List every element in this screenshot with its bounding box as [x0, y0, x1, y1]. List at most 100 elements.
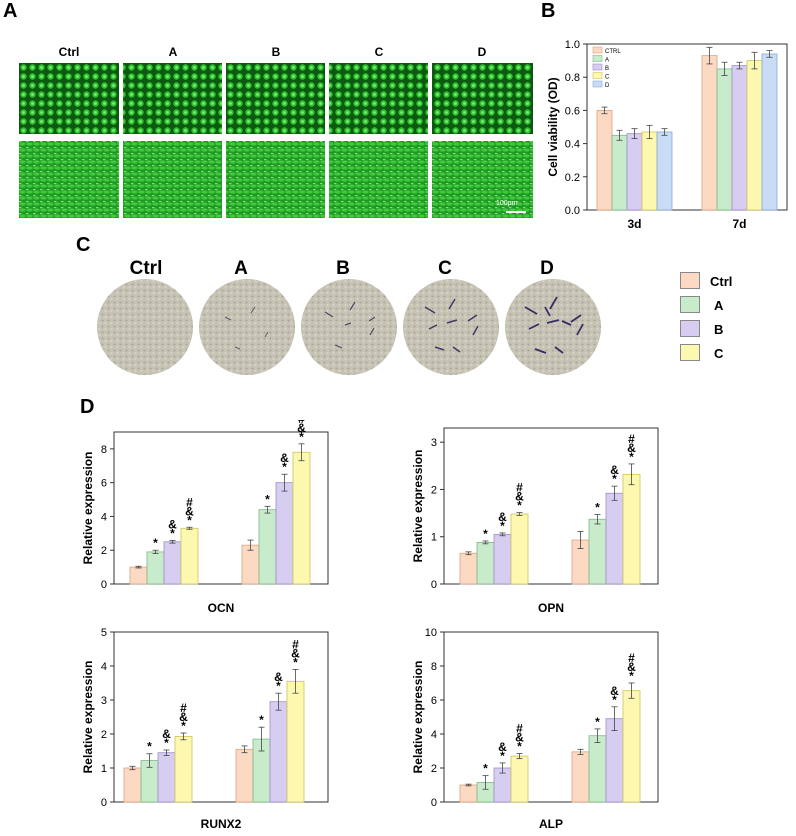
y-tick-label: 5: [101, 627, 107, 639]
significance-mark: &: [168, 517, 177, 531]
significance-mark: &: [515, 731, 524, 745]
bar-c-1: [746, 60, 763, 211]
expression-legend: Ctrl A B C: [680, 272, 750, 392]
bar-ctrl-0: [596, 110, 613, 211]
significance-mark: *: [612, 472, 617, 486]
bar-b-0: [493, 533, 512, 585]
bar-d-1: [761, 53, 778, 211]
bar-ctrl-1: [235, 748, 254, 803]
significance-mark: &: [610, 684, 619, 698]
bar-ctrl-1: [241, 544, 260, 585]
significance-mark: *: [181, 719, 186, 733]
y-tick-label: 1: [101, 763, 107, 775]
y-tick-label: 4: [101, 511, 107, 523]
bar-b-0: [157, 752, 176, 803]
significance-mark: *: [500, 519, 505, 533]
y-tick-label: 2: [101, 729, 107, 741]
x-axis-label: RUNX2: [201, 817, 242, 831]
x-axis-label: OCN: [208, 601, 235, 615]
micrograph-label-ctrl: Ctrl: [58, 45, 80, 59]
bar-ctrl-1: [701, 55, 718, 211]
y-tick-label: 0: [101, 797, 107, 809]
micrograph-ctrl-day2: [19, 141, 119, 218]
significance-mark: &: [498, 740, 507, 754]
significance-mark: *: [299, 430, 304, 444]
significance-mark: *: [259, 713, 264, 727]
legend-label-d: D: [605, 83, 610, 89]
significance-mark: *: [187, 513, 192, 527]
plot-frame: [113, 431, 329, 585]
x-category-label: 3d: [627, 217, 641, 231]
bar-a-1: [588, 735, 607, 803]
micrograph-label-d: D: [477, 45, 487, 59]
micrograph-label-a: A: [168, 45, 178, 59]
x-category-label: 7d: [732, 217, 746, 231]
bar-c-1: [622, 473, 641, 585]
significance-mark: *: [517, 499, 522, 513]
micrograph-b-day1: [226, 63, 325, 134]
y-tick-label: 0: [101, 579, 107, 591]
legend-label-a: A: [714, 298, 724, 313]
legend-label-b: B: [605, 66, 609, 72]
significance-mark: &: [185, 504, 194, 518]
significance-mark: *: [629, 450, 634, 464]
micrograph-grid: [19, 63, 533, 218]
legend-swatch-a: [680, 296, 700, 313]
y-axis-label: Relative expression: [411, 450, 425, 563]
significance-mark: &: [280, 451, 289, 465]
significance-mark: *: [265, 492, 270, 506]
bar-a-0: [146, 551, 165, 585]
y-tick-label: 0.2: [565, 172, 580, 184]
significance-mark: *: [282, 460, 287, 474]
micrograph-label-c: C: [374, 45, 384, 59]
legend-label-c: C: [605, 75, 610, 81]
significance-mark: *: [164, 736, 169, 750]
significance-mark: *: [612, 693, 617, 707]
stain-label-ctrl: Ctrl: [129, 258, 163, 279]
y-axis-label: Relative expression: [81, 452, 95, 565]
significance-mark: &: [162, 727, 171, 741]
significance-mark: &: [515, 490, 524, 504]
bar-a-0: [476, 542, 495, 585]
micrograph-b-day2: [226, 141, 325, 218]
micrograph-label-b: B: [271, 45, 281, 59]
bar-c-1: [292, 451, 311, 585]
micrograph-a-day2: [123, 141, 222, 218]
stain-well-a: [199, 279, 295, 375]
micrograph-panel: Ctrl A B C D 100μm: [0, 0, 540, 225]
y-tick-label: 2: [431, 484, 437, 496]
significance-mark: &: [610, 463, 619, 477]
significance-mark: #: [292, 637, 299, 651]
bar-ctrl-0: [459, 784, 478, 803]
significance-mark: *: [500, 749, 505, 763]
bar-c-1: [622, 690, 641, 803]
legend-swatch-b: [680, 320, 700, 337]
y-tick-label: 3: [101, 695, 107, 707]
significance-mark: *: [483, 527, 488, 541]
y-tick-label: 0: [431, 579, 437, 591]
stain-well-d: [505, 279, 601, 375]
stain-well-ctrl: [97, 279, 193, 375]
micrograph-c-day2: [329, 141, 428, 218]
significance-mark: &: [498, 510, 507, 524]
stain-well-b: [301, 279, 397, 375]
y-tick-label: 0.6: [565, 105, 580, 117]
significance-mark: *: [595, 715, 600, 729]
y-tick-label: 0.4: [565, 139, 580, 151]
legend-swatch-a: [592, 55, 603, 62]
bar-ctrl-1: [571, 751, 590, 803]
significance-mark: #: [516, 722, 523, 736]
significance-mark: *: [483, 762, 488, 776]
y-tick-label: 0.8: [565, 72, 580, 84]
micrograph-d-day2: [432, 141, 533, 218]
panel-letter-d: D: [80, 396, 95, 418]
bar-c-0: [174, 735, 193, 803]
significance-mark: &: [627, 441, 636, 455]
bar-b-0: [626, 133, 643, 211]
x-axis-label: ALP: [539, 817, 563, 831]
legend-label-ctrl: Ctrl: [710, 274, 733, 289]
stain-label-d: D: [540, 258, 554, 279]
